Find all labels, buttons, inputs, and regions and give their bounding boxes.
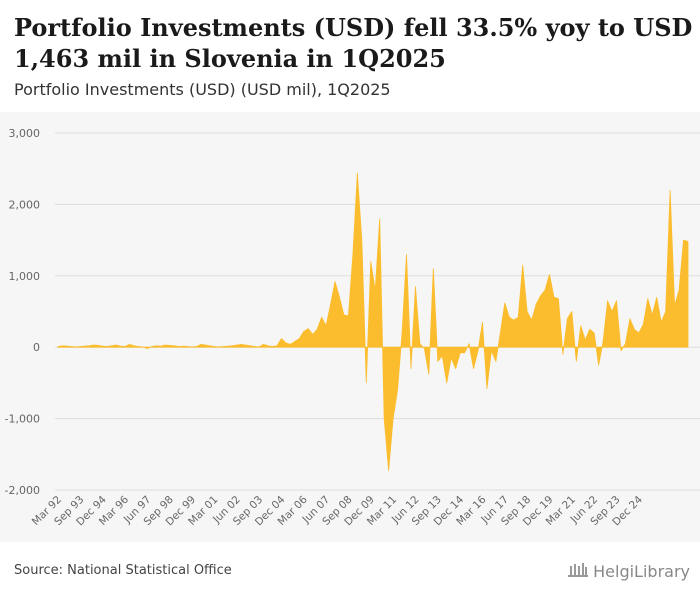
y-tick-label: 1,000 <box>9 270 41 283</box>
chart-title: Portfolio Investments (USD) fell 33.5% y… <box>14 13 693 73</box>
y-axis: 3,000 2,000 1,000 0 -1,000 -2,000 <box>5 127 40 497</box>
chart-subtitle: Portfolio Investments (USD) (USD mil), 1… <box>14 80 391 99</box>
brand-logo[interactable]: HelgiLibrary <box>567 560 690 582</box>
source-note: Source: National Statistical Office <box>14 563 232 578</box>
y-tick-label: 0 <box>33 341 40 354</box>
library-building-icon <box>567 560 589 582</box>
y-tick-label: 3,000 <box>9 127 41 140</box>
y-tick-label: 2,000 <box>9 198 41 211</box>
data-area <box>57 172 689 472</box>
brand-name: HelgiLibrary <box>593 561 690 581</box>
y-tick-label: -2,000 <box>5 484 40 497</box>
y-tick-label: -1,000 <box>5 413 40 426</box>
series-area <box>57 172 689 472</box>
